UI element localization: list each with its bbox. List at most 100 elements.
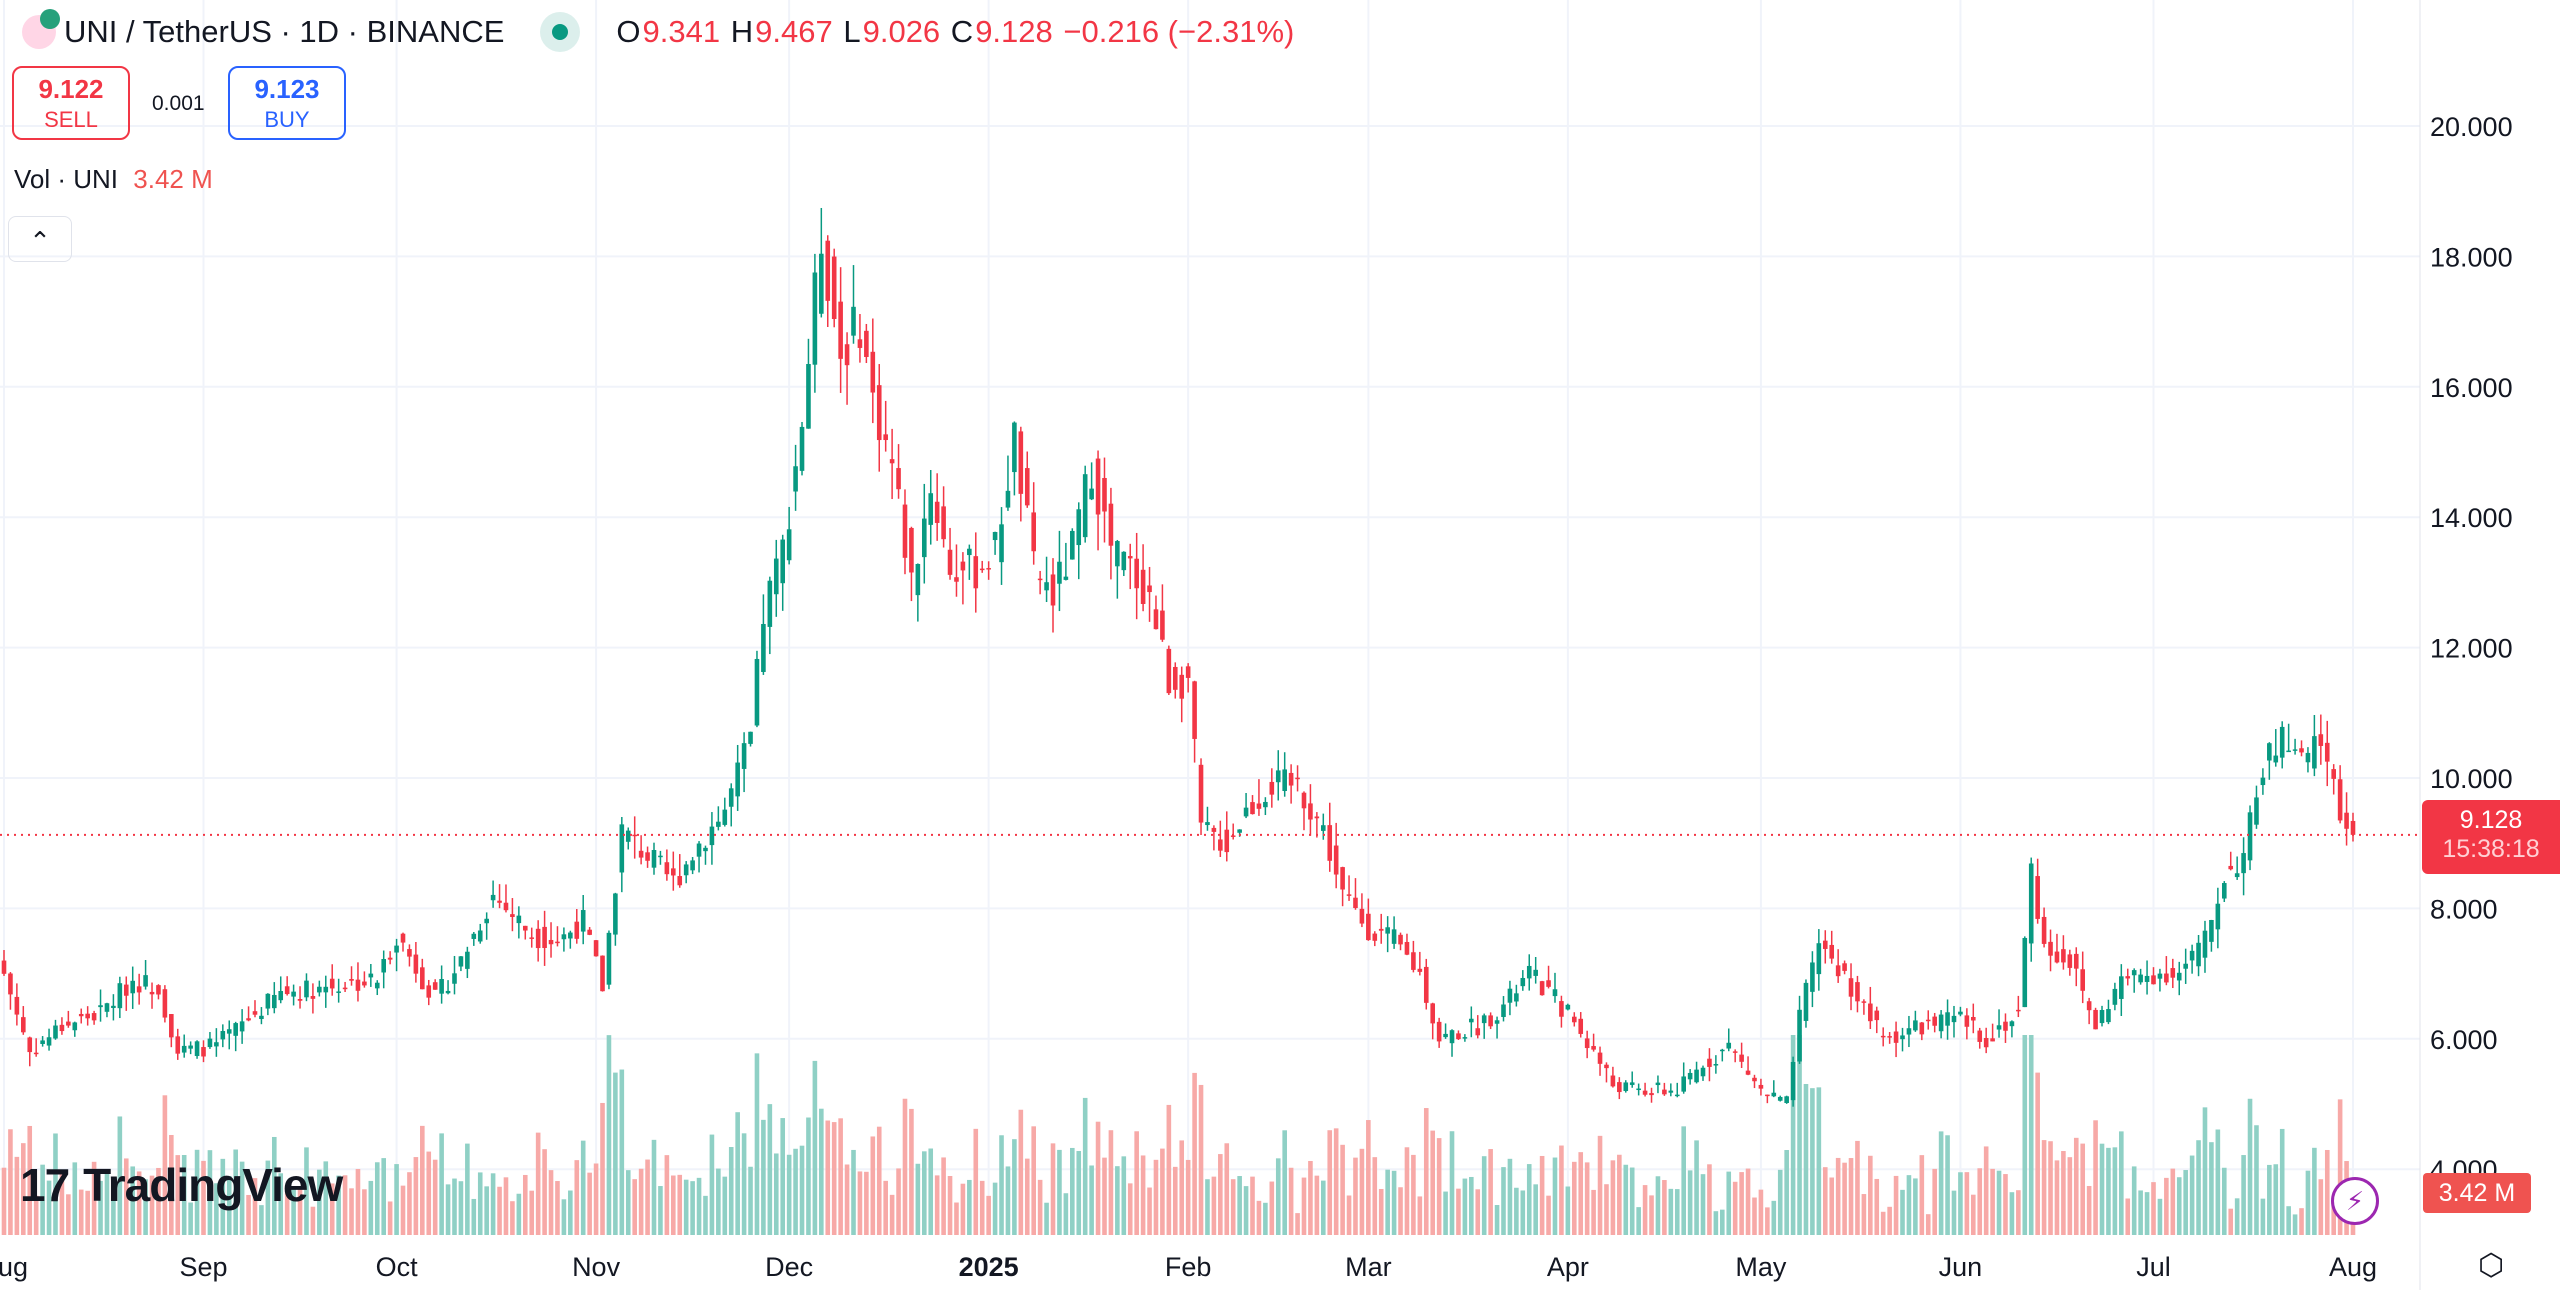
chart-settings-icon[interactable]: ⬡ xyxy=(2478,1249,2505,1282)
candle-body xyxy=(1571,1016,1577,1023)
spread-value: 0.001 xyxy=(152,92,205,115)
candle-body xyxy=(574,921,580,939)
volume-bar xyxy=(1185,1159,1191,1235)
candle-body xyxy=(1063,576,1069,580)
candle-body xyxy=(2241,853,2246,874)
volume-bar xyxy=(452,1178,457,1235)
volume-bar xyxy=(2234,1198,2240,1235)
volume-bar xyxy=(767,1104,773,1235)
candle-body xyxy=(490,894,496,901)
candle-body xyxy=(2041,916,2047,944)
candle-body xyxy=(1913,1020,1918,1031)
candle-body xyxy=(613,893,618,935)
candle-body xyxy=(619,824,625,873)
candle-body xyxy=(1417,968,1423,972)
candle-body xyxy=(72,1022,78,1031)
volume-bar xyxy=(1546,1195,1551,1235)
candle-body xyxy=(471,933,477,939)
volume-bar xyxy=(1617,1154,1622,1235)
candle-body xyxy=(329,978,335,989)
candle-body xyxy=(374,982,380,989)
candle-body xyxy=(130,980,136,994)
tradingview-logo[interactable]: 17 TradingView xyxy=(20,1158,343,1212)
lightning-icon[interactable]: ⚡︎ xyxy=(2331,1177,2379,1225)
volume-bar xyxy=(2318,1179,2324,1235)
candle-body xyxy=(162,989,168,1018)
volume-bar xyxy=(1610,1160,1616,1235)
volume-bar xyxy=(1147,1187,1152,1235)
last-price-label: 9.128 15:38:18 xyxy=(2422,800,2560,874)
volume-bar xyxy=(33,1195,39,1235)
candle-body xyxy=(1005,490,1011,508)
volume-bar xyxy=(2305,1170,2311,1235)
volume-bar xyxy=(510,1201,515,1235)
price-tick-label: 20.000 xyxy=(2430,112,2513,142)
candle-body xyxy=(876,385,882,441)
candle-body xyxy=(1539,981,1545,996)
volume-bar xyxy=(1533,1184,1538,1235)
sell-button[interactable]: 9.122 SELL xyxy=(12,66,130,140)
candle-body xyxy=(625,830,631,842)
volume-bar xyxy=(136,1171,142,1235)
symbol-title[interactable]: UNI / TetherUS · 1D · BINANCE xyxy=(64,14,505,49)
volume-bar xyxy=(1430,1130,1436,1235)
volume-bar xyxy=(91,1161,97,1235)
volume-bar xyxy=(2286,1206,2291,1235)
candle-body xyxy=(522,925,528,931)
time-tick-label: 2025 xyxy=(959,1252,1019,1282)
candle-body xyxy=(1584,1038,1590,1049)
candle-body xyxy=(2312,736,2317,769)
volume-bar xyxy=(1925,1214,1931,1235)
volume-bar xyxy=(445,1184,451,1235)
ohlc-values: O9.341 H9.467 L9.026 C9.128 −0.216 (−2.3… xyxy=(616,14,1295,49)
volume-bar xyxy=(2022,1035,2028,1235)
candle-body xyxy=(510,914,515,917)
candle-body xyxy=(1520,977,1526,987)
volume-bar xyxy=(336,1175,341,1235)
volume-bar xyxy=(716,1168,721,1235)
candle-body xyxy=(1308,803,1313,820)
candle-body xyxy=(362,981,367,986)
volume-bar xyxy=(1031,1126,1036,1235)
candle-body xyxy=(1745,1070,1751,1075)
candle-body xyxy=(2337,779,2343,821)
candle-body xyxy=(1977,1030,1983,1042)
volume-bar xyxy=(857,1171,863,1235)
volume-bar xyxy=(2228,1208,2234,1235)
candle-body xyxy=(1089,488,1094,500)
candle-body xyxy=(2344,812,2349,829)
candle-body xyxy=(1565,1004,1571,1010)
candle-body xyxy=(2324,742,2330,762)
volume-bar xyxy=(1321,1180,1326,1235)
buy-button[interactable]: 9.123 BUY xyxy=(228,66,346,140)
candle-body xyxy=(188,1045,193,1049)
volume-bar xyxy=(1970,1194,1976,1235)
volume-bar xyxy=(754,1053,760,1235)
candle-body xyxy=(1353,897,1358,909)
candle-body xyxy=(645,852,650,861)
volume-bar xyxy=(1353,1157,1358,1235)
volume-bar xyxy=(1256,1200,1262,1235)
volume-bar xyxy=(1417,1196,1423,1235)
candle-body xyxy=(117,983,123,1009)
volume-bar xyxy=(1880,1211,1886,1235)
candle-body xyxy=(1121,551,1127,571)
collapse-legend-button[interactable]: ⌃ xyxy=(8,216,72,262)
volume-bar xyxy=(368,1180,374,1235)
candle-body xyxy=(1932,1016,1937,1026)
candle-body xyxy=(1134,558,1139,589)
volume-bar xyxy=(671,1175,676,1235)
volume-bar xyxy=(728,1147,734,1235)
volume-bar xyxy=(703,1195,708,1235)
volume-bar xyxy=(1507,1158,1513,1235)
volume-legend[interactable]: Vol · UNI 3.42 M xyxy=(14,164,213,195)
volume-bar xyxy=(1275,1158,1281,1235)
volume-bar xyxy=(1700,1174,1706,1235)
candle-body xyxy=(342,987,348,990)
volume-bar xyxy=(381,1158,387,1235)
time-axis[interactable]: Aug Sep Oct Nov Dec 2025 Feb Mar Apr May Jun Jul Aug xyxy=(0,1252,2377,1282)
price-axis[interactable]: 20.000 18.000 16.000 14.000 12.000 10.000 8.00… xyxy=(2430,112,2513,1185)
volume-bar xyxy=(819,1108,824,1235)
volume-bar xyxy=(2260,1198,2266,1235)
